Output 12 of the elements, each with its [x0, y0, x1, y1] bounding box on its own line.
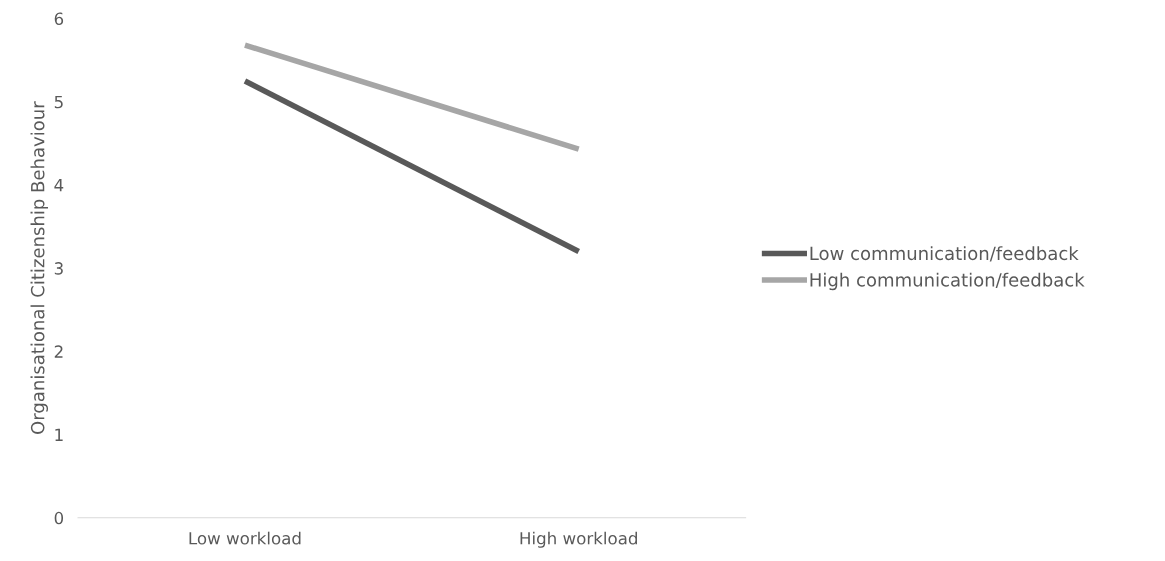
legend-label: Low communication/feedback [810, 246, 1079, 262]
y-tick-label: 1 [55, 428, 63, 441]
y-tick-label: 2 [54, 345, 63, 358]
y-tick-label: 5 [54, 95, 63, 109]
legend-label: High communication/feedback [810, 272, 1085, 291]
y-tick-label: 3 [54, 262, 63, 275]
y-tick-label: 4 [54, 179, 64, 192]
y-axis-title: Organisational Citizenship Behaviour [30, 101, 49, 434]
x-tick-label: High workload [520, 531, 637, 548]
x-tick-label: Low workload [189, 531, 301, 545]
y-tick-label: 6 [54, 12, 64, 26]
y-tick-label: 0 [54, 511, 64, 525]
